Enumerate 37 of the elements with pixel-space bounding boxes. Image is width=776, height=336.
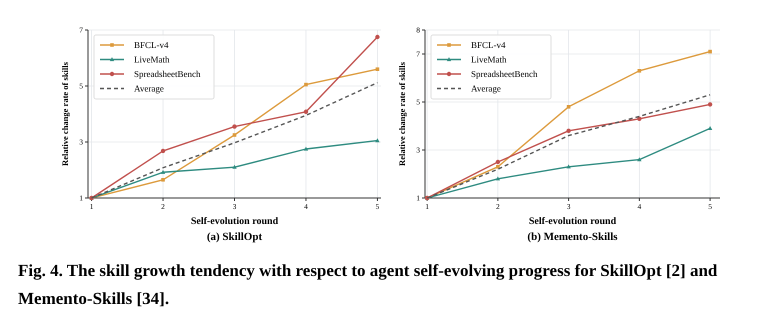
- point: [160, 148, 166, 154]
- point: [304, 146, 308, 151]
- point: [637, 116, 642, 121]
- legend-label: LiveMath: [471, 54, 507, 65]
- point: [566, 105, 570, 109]
- y-axis-title: Relative change rate of skills: [60, 61, 70, 166]
- point: [375, 34, 380, 40]
- point: [708, 50, 712, 54]
- text: (a) SkillOpt: [206, 231, 262, 243]
- point: [566, 128, 571, 133]
- x-axis-title: Self-evolution round: [190, 216, 279, 227]
- point: [304, 110, 308, 114]
- point: [496, 176, 500, 180]
- point: [375, 138, 380, 142]
- point: [304, 82, 308, 86]
- point: [566, 164, 571, 168]
- legend-label: BFCL-v4: [134, 40, 170, 50]
- point: [161, 178, 165, 182]
- text: (b) Memento-Skills: [527, 231, 618, 243]
- point: [232, 124, 237, 129]
- legend-label: SpreadsheetBench: [134, 69, 201, 80]
- y-axis-title: Relative change rate of skills: [397, 61, 407, 166]
- point: [232, 133, 236, 137]
- caption: Fig. 4. The skill growth tendency with respect to agent self-evolving progress for SkillOpt [2] and Memento-Skills [34].: [18, 261, 718, 308]
- x-axis-title: Self-evolution round: [528, 216, 617, 227]
- point: [708, 126, 712, 130]
- legend-label: BFCL-v4: [471, 40, 506, 50]
- legend-label: LiveMath: [134, 54, 170, 65]
- point: [638, 69, 642, 73]
- point: [160, 170, 166, 174]
- point: [708, 102, 712, 107]
- point: [232, 164, 237, 169]
- point: [496, 160, 500, 164]
- legend-label: Average: [471, 84, 501, 94]
- legend-label: Average: [134, 84, 164, 94]
- legend-label: SpreadsheetBench: [471, 69, 538, 80]
- point: [376, 67, 380, 71]
